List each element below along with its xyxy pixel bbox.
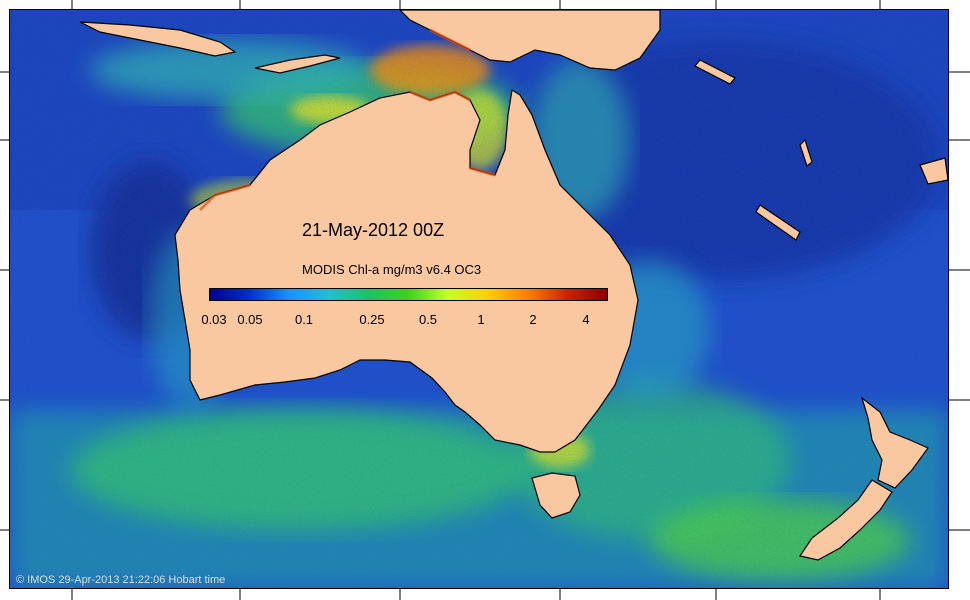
colorbar-tick-label: 1 (477, 312, 485, 327)
colorbar-tick-label: 0.5 (418, 312, 438, 327)
timor-land (254, 54, 341, 74)
landmasses (79, 10, 948, 561)
new-caledonia-land (755, 204, 801, 241)
indonesia-islands-land (79, 21, 237, 57)
coastal-bloom (198, 28, 496, 212)
colorbar-tick-label: 4 (582, 312, 590, 327)
colorbar (209, 288, 608, 301)
chlorophyll-map (10, 10, 948, 588)
fiji-land (919, 157, 948, 185)
tasmania-land (531, 472, 581, 519)
copyright-notice: © IMOS 29-Apr-2013 21:22:06 Hobart time (16, 574, 226, 586)
date-label: 21-May-2012 00Z (302, 220, 445, 240)
new-zealand-north-land (860, 396, 929, 489)
colorbar-tick-label: 0.25 (359, 312, 385, 327)
colorbar-tick-label: 0.1 (294, 312, 314, 327)
colorbar-tick-label: 0.03 (201, 312, 227, 327)
colorbar-title: MODIS Chl-a mg/m3 v6.4 OC3 (302, 262, 482, 277)
new-zealand-south-land (799, 479, 893, 561)
colorbar-tick-label: 0.05 (237, 312, 263, 327)
vanuatu-land (799, 138, 813, 168)
solomon-islands-land (694, 59, 736, 85)
colorbar-tick-label: 2 (529, 312, 537, 327)
